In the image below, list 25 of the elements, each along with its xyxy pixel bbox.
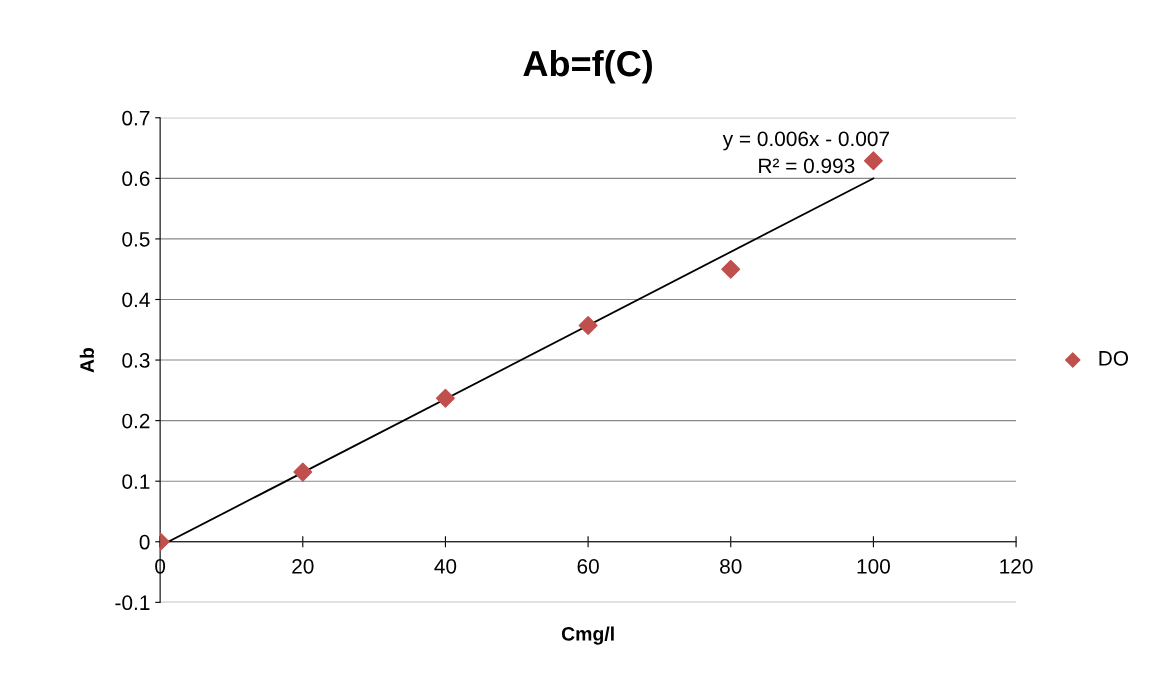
point: [863, 151, 883, 171]
x-tick-label: 20: [292, 558, 314, 574]
x-tick-label: 60: [577, 558, 599, 574]
x-axis-title: Cmg/l: [561, 626, 614, 645]
y-tick-label: 0.3: [122, 353, 150, 368]
legend-label: DO: [1099, 350, 1129, 366]
y-axis-title: Ab: [79, 347, 94, 373]
x-tick-label: 100: [857, 558, 890, 574]
x-tick-label: 120: [1000, 558, 1033, 574]
point: [293, 462, 313, 482]
y-tick-label: 0.1: [122, 474, 150, 489]
y-tick-label: 0: [139, 534, 150, 550]
y-tick-label: 0.2: [122, 413, 150, 429]
y-tick-label: 0.7: [122, 110, 150, 126]
annotation: y = 0.006x - 0.007 R² = 0.993: [722, 131, 889, 174]
x-tick-label: 80: [720, 558, 742, 574]
point: [578, 316, 598, 336]
point: [721, 259, 741, 279]
y-tick-label: -0.1: [115, 595, 150, 611]
y-tick-label: 0.6: [122, 171, 150, 187]
x-tick-label: 40: [434, 558, 457, 574]
point: [435, 388, 455, 408]
chart-title: Ab=f(C): [523, 49, 652, 84]
y-tick-label: 0.5: [122, 231, 150, 247]
y-tick-label: 0.4: [122, 292, 150, 308]
